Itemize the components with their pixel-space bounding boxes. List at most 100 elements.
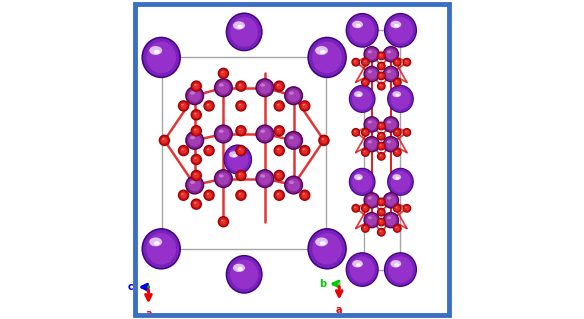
Ellipse shape (273, 189, 285, 201)
Ellipse shape (362, 205, 369, 212)
Ellipse shape (379, 134, 384, 139)
Ellipse shape (387, 168, 414, 196)
Ellipse shape (364, 227, 366, 228)
Ellipse shape (207, 104, 209, 106)
Ellipse shape (402, 204, 411, 213)
Ellipse shape (361, 148, 370, 157)
Ellipse shape (377, 62, 386, 70)
Ellipse shape (364, 117, 379, 131)
Ellipse shape (394, 79, 401, 86)
Ellipse shape (361, 128, 370, 137)
Ellipse shape (363, 116, 380, 133)
Ellipse shape (182, 104, 183, 106)
Ellipse shape (178, 100, 189, 112)
Ellipse shape (320, 241, 326, 245)
Ellipse shape (378, 72, 385, 79)
Ellipse shape (377, 51, 386, 60)
Ellipse shape (220, 219, 227, 225)
Ellipse shape (380, 74, 381, 76)
Ellipse shape (203, 145, 215, 156)
Ellipse shape (312, 41, 342, 73)
Ellipse shape (363, 150, 368, 155)
Ellipse shape (363, 60, 368, 65)
Ellipse shape (405, 131, 407, 132)
Ellipse shape (320, 50, 326, 54)
Ellipse shape (363, 226, 368, 231)
Ellipse shape (377, 208, 386, 217)
Ellipse shape (235, 125, 246, 137)
Ellipse shape (363, 130, 368, 135)
Ellipse shape (380, 200, 381, 202)
Ellipse shape (354, 131, 356, 132)
Ellipse shape (387, 197, 391, 199)
Ellipse shape (318, 135, 329, 146)
Ellipse shape (203, 189, 215, 201)
Ellipse shape (257, 170, 273, 187)
Ellipse shape (204, 101, 214, 110)
Ellipse shape (193, 83, 200, 89)
Ellipse shape (179, 191, 188, 200)
Ellipse shape (235, 145, 246, 156)
Ellipse shape (364, 151, 366, 152)
Ellipse shape (259, 172, 271, 185)
Ellipse shape (384, 213, 398, 227)
Ellipse shape (312, 233, 342, 265)
Ellipse shape (395, 60, 399, 65)
Ellipse shape (352, 58, 360, 67)
Ellipse shape (394, 24, 399, 27)
Ellipse shape (378, 133, 385, 140)
Ellipse shape (273, 145, 285, 156)
Ellipse shape (300, 101, 310, 110)
Ellipse shape (385, 195, 397, 206)
Ellipse shape (384, 13, 417, 48)
Ellipse shape (150, 237, 162, 246)
Ellipse shape (383, 46, 399, 63)
Ellipse shape (190, 181, 195, 184)
Ellipse shape (393, 128, 402, 137)
Ellipse shape (393, 204, 402, 213)
Ellipse shape (363, 192, 380, 209)
Ellipse shape (380, 145, 381, 146)
Ellipse shape (385, 254, 416, 286)
Ellipse shape (362, 149, 369, 156)
Ellipse shape (238, 147, 244, 154)
Ellipse shape (255, 78, 274, 97)
Ellipse shape (154, 241, 160, 245)
Ellipse shape (387, 121, 391, 123)
Ellipse shape (380, 231, 381, 232)
Ellipse shape (379, 73, 384, 78)
Ellipse shape (182, 193, 183, 195)
Ellipse shape (361, 224, 370, 233)
Ellipse shape (385, 139, 397, 150)
Ellipse shape (388, 86, 413, 112)
Ellipse shape (307, 37, 347, 78)
Ellipse shape (357, 94, 361, 97)
Ellipse shape (377, 197, 386, 206)
Ellipse shape (238, 192, 244, 198)
Ellipse shape (190, 136, 195, 139)
Ellipse shape (239, 129, 241, 130)
Ellipse shape (190, 80, 202, 92)
Ellipse shape (274, 171, 284, 180)
Ellipse shape (387, 140, 391, 143)
Ellipse shape (368, 197, 372, 199)
Ellipse shape (185, 86, 204, 105)
Ellipse shape (362, 79, 369, 86)
Ellipse shape (159, 135, 170, 146)
Ellipse shape (206, 103, 212, 109)
Ellipse shape (185, 175, 204, 195)
Ellipse shape (260, 130, 265, 133)
Ellipse shape (377, 132, 386, 141)
Ellipse shape (307, 228, 347, 270)
Ellipse shape (190, 125, 202, 137)
Ellipse shape (274, 126, 284, 135)
Ellipse shape (387, 70, 391, 73)
Ellipse shape (277, 104, 279, 106)
Ellipse shape (402, 58, 411, 67)
Ellipse shape (364, 67, 379, 81)
Ellipse shape (364, 137, 379, 151)
Ellipse shape (178, 189, 189, 201)
Ellipse shape (385, 14, 416, 46)
Ellipse shape (383, 192, 399, 209)
Ellipse shape (379, 84, 384, 89)
